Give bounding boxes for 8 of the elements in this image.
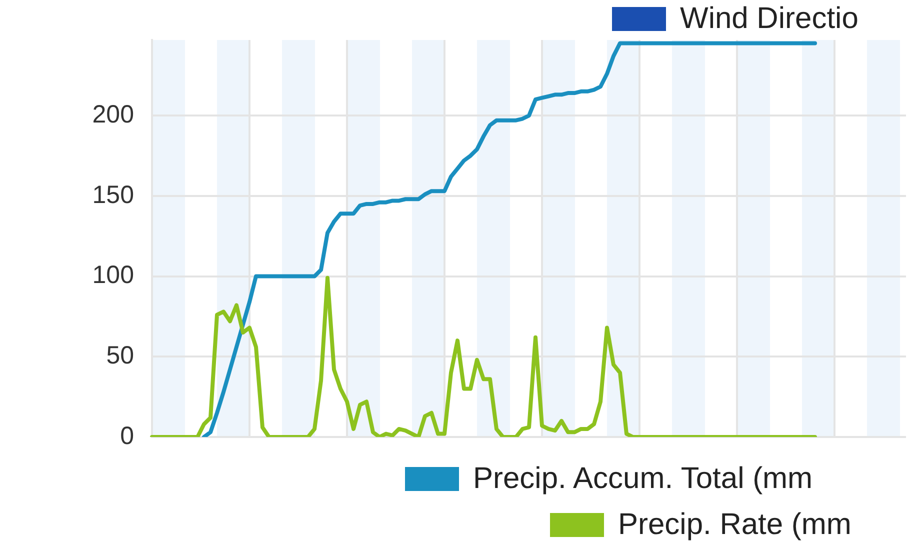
y-tick-label: 150 <box>92 180 134 209</box>
y-tick-label: 100 <box>92 261 134 290</box>
y-tick-label: 50 <box>106 342 134 370</box>
y-tick-label: 0 <box>120 422 134 450</box>
legend-label: Wind Directio <box>680 2 858 36</box>
legend-label: Precip. Accum. Total (mm <box>473 462 813 496</box>
y-tick-label: 200 <box>92 100 134 128</box>
legend-label: Precip. Rate (mm <box>618 508 852 542</box>
